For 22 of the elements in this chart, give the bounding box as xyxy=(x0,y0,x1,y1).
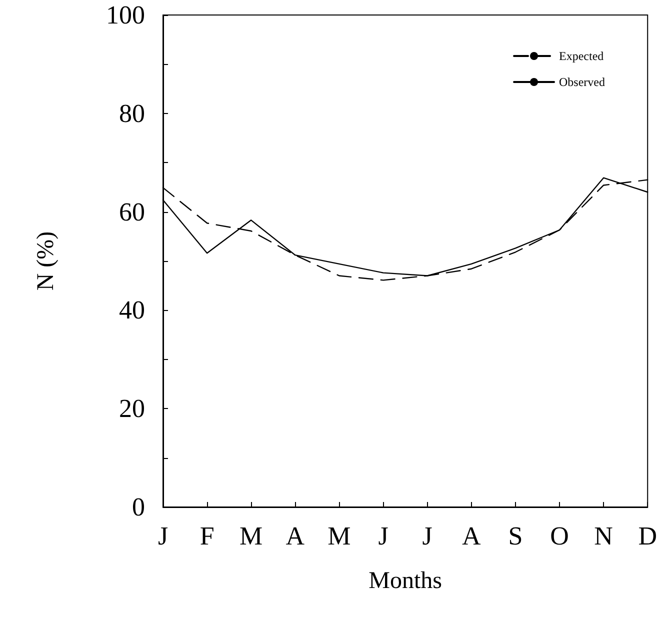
x-tick-label: M xyxy=(240,522,263,550)
x-tick-label: O xyxy=(550,522,569,550)
y-tick-label: 20 xyxy=(119,394,145,424)
legend-label: Expected xyxy=(559,49,604,63)
x-tick-label: A xyxy=(286,522,305,550)
x-tick-label: A xyxy=(462,522,481,550)
y-tick-label: 80 xyxy=(119,98,145,128)
y-tick-label: 0 xyxy=(132,492,145,522)
x-tick-label: S xyxy=(508,522,523,550)
x-tick-label: J xyxy=(158,522,168,550)
legend-label: Observed xyxy=(559,75,605,89)
x-tick-label: F xyxy=(200,522,214,550)
x-tick-label: J xyxy=(378,522,388,550)
y-tick-label: 40 xyxy=(119,296,145,325)
x-axis-title: Months xyxy=(368,568,442,594)
x-tick-label: D xyxy=(638,522,657,550)
x-tick-label: N xyxy=(594,522,614,550)
y-tick-label: 60 xyxy=(119,197,145,226)
y-tick-label: 100 xyxy=(106,0,145,30)
x-tick-label: J xyxy=(422,522,432,550)
x-tick-label: M xyxy=(328,522,351,550)
y-axis-title: N (%) xyxy=(33,231,59,291)
